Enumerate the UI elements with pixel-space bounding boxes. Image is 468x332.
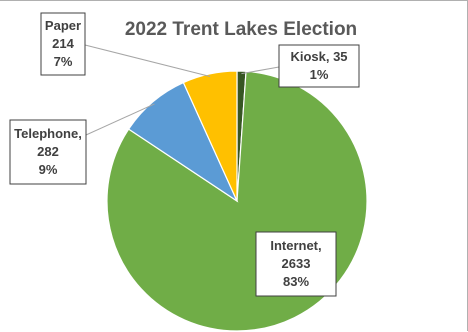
data-label-text: 83% bbox=[283, 274, 309, 289]
data-label-internet: Internet, 2633 83% bbox=[255, 231, 337, 297]
data-label-paper: Paper 214 7% bbox=[40, 12, 86, 76]
leader-lines bbox=[84, 44, 280, 136]
leader-line-paper bbox=[84, 44, 211, 77]
data-label-kiosk: Kiosk, 35 1% bbox=[278, 44, 360, 88]
data-label-telephone: Telephone, 282 9% bbox=[9, 119, 87, 185]
chart-title: 2022 Trent Lakes Election bbox=[125, 19, 357, 40]
data-label-text: Internet, bbox=[270, 238, 321, 253]
data-label-text: Telephone, bbox=[14, 126, 82, 141]
pie-slice-paper bbox=[182, 70, 238, 202]
data-label-text: 1% bbox=[310, 67, 329, 82]
data-label-text: 214 bbox=[52, 36, 74, 51]
leader-line-telephone bbox=[85, 103, 155, 136]
data-label-text: 282 bbox=[37, 144, 59, 159]
data-label-text: Paper bbox=[45, 18, 81, 33]
leader-line-kiosk bbox=[241, 66, 280, 75]
data-label-box bbox=[40, 12, 86, 76]
data-label-box bbox=[255, 231, 337, 297]
data-label-text: 7% bbox=[54, 54, 73, 69]
data-label-box bbox=[278, 44, 360, 88]
data-label-box bbox=[9, 119, 87, 185]
data-labels: Internet, 2633 83% Telephone, 282 9% Paper 214 7… bbox=[9, 12, 360, 297]
data-label-text: Kiosk, 35 bbox=[290, 49, 347, 64]
data-label-text: 9% bbox=[39, 162, 58, 177]
data-label-text: 2633 bbox=[282, 256, 311, 271]
